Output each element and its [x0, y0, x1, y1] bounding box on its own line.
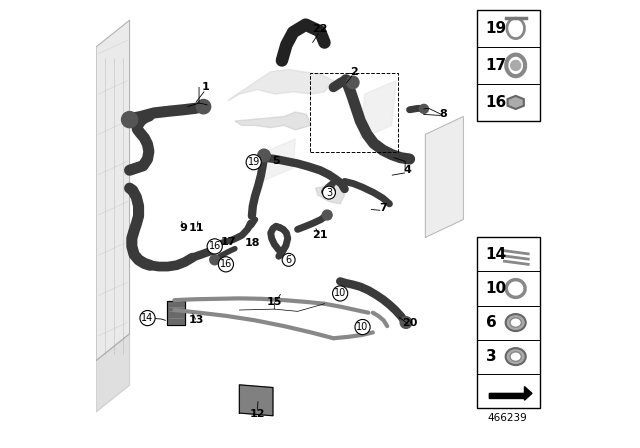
Text: 9: 9 — [179, 224, 188, 233]
Circle shape — [210, 241, 220, 251]
Text: 7: 7 — [379, 203, 387, 213]
Circle shape — [122, 112, 138, 128]
Polygon shape — [262, 139, 296, 181]
Text: 10: 10 — [486, 281, 507, 296]
Text: 14: 14 — [141, 313, 154, 323]
Bar — [477, 10, 540, 121]
Text: 14: 14 — [486, 247, 507, 262]
Text: 4: 4 — [403, 165, 412, 175]
Circle shape — [358, 320, 369, 331]
Text: 2: 2 — [349, 67, 358, 77]
Text: 6: 6 — [285, 255, 292, 265]
Text: 17: 17 — [220, 237, 236, 247]
Text: 15: 15 — [267, 297, 282, 307]
Text: 5: 5 — [272, 156, 280, 166]
Text: 13: 13 — [189, 315, 205, 325]
Text: 16: 16 — [486, 95, 507, 110]
Text: 21: 21 — [312, 230, 328, 240]
Circle shape — [258, 149, 270, 162]
Polygon shape — [167, 301, 185, 325]
Text: 466239: 466239 — [488, 414, 527, 423]
Ellipse shape — [506, 314, 525, 331]
Circle shape — [335, 287, 346, 298]
Polygon shape — [316, 184, 344, 204]
Text: 12: 12 — [250, 409, 265, 419]
Text: 11: 11 — [189, 224, 205, 233]
Ellipse shape — [506, 348, 525, 365]
Text: 22: 22 — [312, 24, 328, 34]
Circle shape — [346, 76, 359, 89]
Polygon shape — [96, 334, 129, 412]
Circle shape — [511, 60, 521, 70]
Text: 16: 16 — [220, 259, 232, 269]
Ellipse shape — [510, 352, 522, 362]
Circle shape — [400, 317, 412, 328]
Text: 19: 19 — [486, 21, 507, 36]
Polygon shape — [228, 69, 333, 101]
Text: 3: 3 — [326, 188, 332, 198]
Text: 3: 3 — [486, 349, 496, 364]
Bar — [310, 73, 397, 152]
Polygon shape — [239, 385, 273, 416]
Circle shape — [323, 210, 332, 220]
Polygon shape — [508, 96, 524, 109]
Text: 8: 8 — [439, 109, 447, 119]
Circle shape — [210, 255, 220, 265]
Text: 10: 10 — [356, 322, 369, 332]
Text: 16: 16 — [209, 241, 221, 251]
Polygon shape — [360, 81, 396, 139]
Ellipse shape — [510, 318, 522, 327]
Polygon shape — [96, 20, 129, 361]
Text: 10: 10 — [334, 289, 346, 298]
Text: 20: 20 — [402, 319, 417, 328]
Text: 6: 6 — [486, 315, 497, 330]
Circle shape — [323, 185, 335, 198]
Polygon shape — [490, 387, 532, 400]
Circle shape — [196, 99, 211, 114]
Text: 19: 19 — [248, 157, 260, 167]
Polygon shape — [235, 112, 311, 130]
Text: 17: 17 — [486, 58, 507, 73]
Circle shape — [419, 104, 428, 113]
Polygon shape — [425, 116, 463, 237]
Text: 1: 1 — [202, 82, 210, 92]
Bar — [477, 237, 540, 408]
Text: 18: 18 — [245, 238, 260, 248]
